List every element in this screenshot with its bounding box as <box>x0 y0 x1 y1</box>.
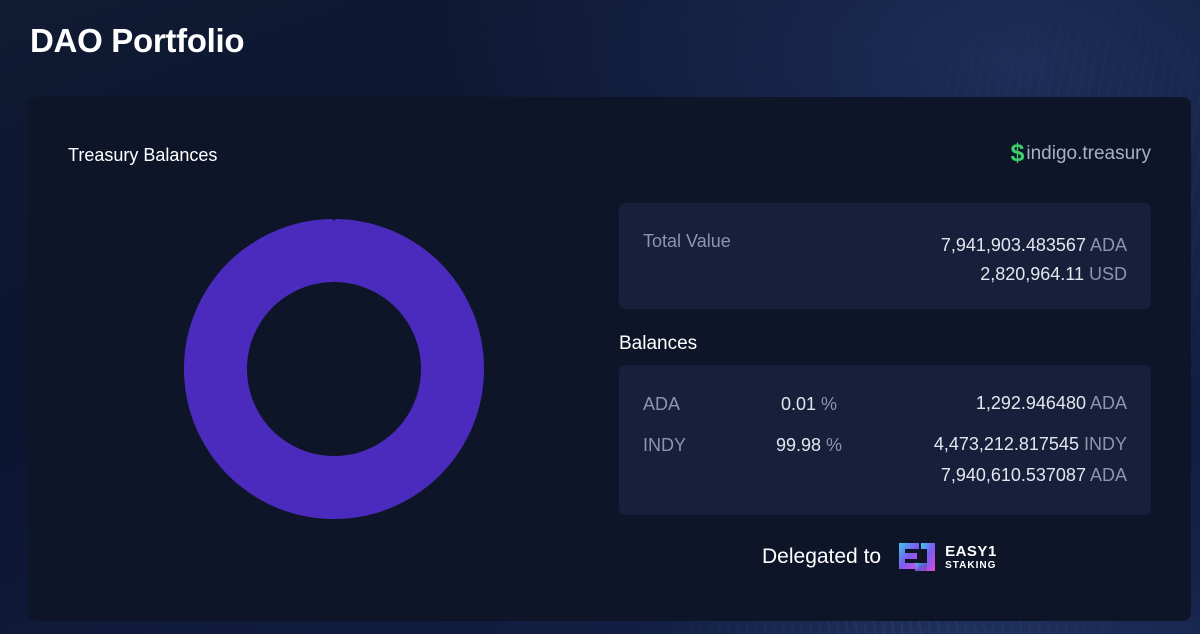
pool-name: EASY1 STAKING <box>945 544 997 571</box>
total-usd-line: 2,820,964.11 USD <box>941 260 1127 289</box>
balance-amount-unit: INDY <box>1083 434 1127 454</box>
total-usd-unit: USD <box>1088 264 1127 284</box>
treasury-link-label: indigo.treasury <box>1026 142 1151 164</box>
pool-name-line2: STAKING <box>945 559 997 571</box>
balance-amount-line: 4,473,212.817545 INDY <box>934 429 1127 460</box>
balance-ada-equiv-line: 7,940,610.537087 ADA <box>934 460 1127 491</box>
balance-percent: 0.01 % <box>759 394 859 415</box>
balance-percent-unit: % <box>826 435 843 455</box>
delegation: Delegated to EASY1 STAKING <box>762 537 997 577</box>
balance-token: ADA <box>643 394 681 414</box>
donut-chart <box>184 219 484 519</box>
total-ada-line: 7,941,903.483567 ADA <box>941 231 1127 260</box>
balance-amount: 4,473,212.817545 INDY 7,940,610.537087 A… <box>934 429 1127 491</box>
balance-amount-unit: ADA <box>1089 393 1127 413</box>
donut-slice-indy[interactable] <box>184 219 484 519</box>
balance-amount-value: 1,292.946480 <box>975 393 1086 413</box>
balance-token: INDY <box>643 435 687 455</box>
balance-percent: 99.98 % <box>759 435 859 456</box>
total-ada-unit: ADA <box>1089 235 1127 255</box>
pool-logo-link[interactable]: EASY1 STAKING <box>895 537 997 577</box>
balance-percent-value: 99.98 <box>775 435 821 455</box>
balances-card: ADA 0.01 % 1,292.946480 ADA INDY 99.98 %… <box>619 365 1151 515</box>
balance-amount-value: 4,473,212.817545 <box>933 434 1079 454</box>
balance-ada-equiv-unit: ADA <box>1089 465 1127 485</box>
balance-amount: 1,292.946480 ADA <box>976 388 1127 419</box>
treasury-link[interactable]: $ indigo.treasury <box>1010 141 1151 166</box>
total-value-amounts: 7,941,903.483567 ADA 2,820,964.11 USD <box>941 231 1127 289</box>
page-title: DAO Portfolio <box>30 22 245 59</box>
easy1-staking-logo-icon <box>899 543 936 571</box>
panel-title: Treasury Balances <box>68 145 218 165</box>
pool-name-line1: EASY1 <box>945 542 997 560</box>
total-ada-value: 7,941,903.483567 <box>940 235 1086 255</box>
balances-heading: Balances <box>619 333 698 354</box>
balance-amount-line: 1,292.946480 ADA <box>976 388 1127 419</box>
balance-ada-equiv-value: 7,940,610.537087 <box>940 465 1086 485</box>
balance-percent-value: 0.01 <box>780 394 816 414</box>
total-value-card: Total Value 7,941,903.483567 ADA 2,820,9… <box>619 203 1151 309</box>
treasury-panel: Treasury Balances $ indigo.treasury Tota… <box>28 97 1191 621</box>
donut-chart-svg <box>184 219 484 519</box>
balance-percent-unit: % <box>821 394 838 414</box>
total-value-label: Total Value <box>643 231 731 251</box>
delegated-to-label: Delegated to <box>762 545 882 568</box>
dollar-icon: $ <box>1010 139 1025 167</box>
total-usd-value: 2,820,964.11 <box>980 264 1084 284</box>
